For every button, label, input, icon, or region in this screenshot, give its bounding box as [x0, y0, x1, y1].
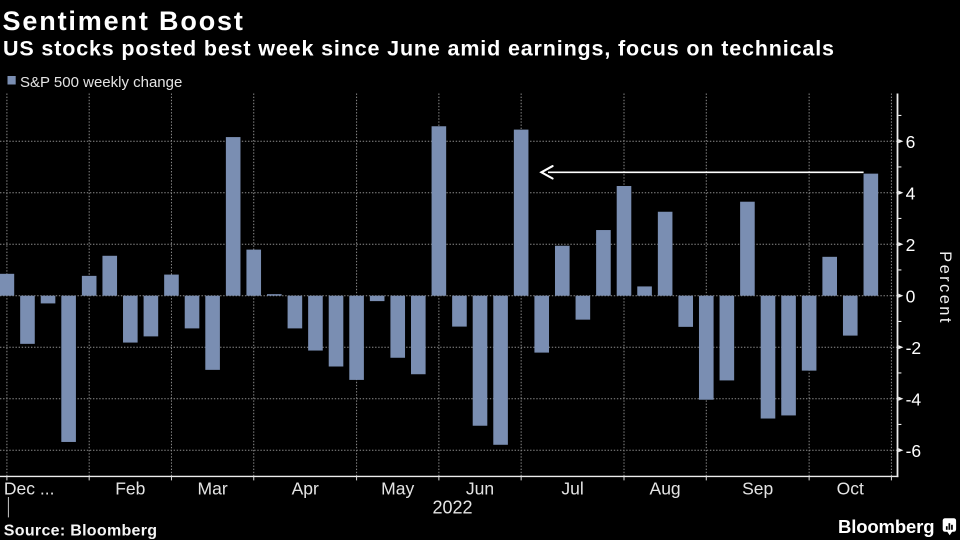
svg-text:Bloomberg: Bloomberg	[838, 516, 935, 537]
svg-text:Aug: Aug	[650, 479, 681, 499]
svg-text:Source: Bloomberg: Source: Bloomberg	[4, 522, 158, 539]
svg-text:S&P 500 weekly change: S&P 500 weekly change	[20, 74, 182, 91]
svg-text:-6: -6	[906, 441, 922, 461]
svg-text:0: 0	[906, 287, 916, 307]
svg-text:Jul: Jul	[561, 479, 583, 499]
svg-text:US stocks posted best week sin: US stocks posted best week since June am…	[3, 37, 835, 61]
svg-text:6: 6	[906, 132, 916, 152]
svg-text:Oct: Oct	[837, 479, 864, 499]
svg-text:2022: 2022	[432, 498, 472, 518]
svg-text:Sentiment Boost: Sentiment Boost	[3, 6, 245, 36]
svg-text:Mar: Mar	[198, 479, 228, 499]
svg-text:Dec ...: Dec ...	[4, 479, 55, 499]
svg-text:Sep: Sep	[742, 479, 773, 499]
svg-text:Apr: Apr	[292, 479, 319, 499]
svg-text:Jun: Jun	[466, 479, 494, 499]
svg-text:-2: -2	[906, 338, 922, 358]
svg-text:4: 4	[906, 184, 916, 204]
svg-text:Percent: Percent	[936, 251, 954, 325]
svg-text:-4: -4	[906, 390, 922, 410]
svg-text:May: May	[381, 479, 414, 499]
svg-text:2: 2	[906, 235, 916, 255]
svg-text:Feb: Feb	[115, 479, 145, 499]
